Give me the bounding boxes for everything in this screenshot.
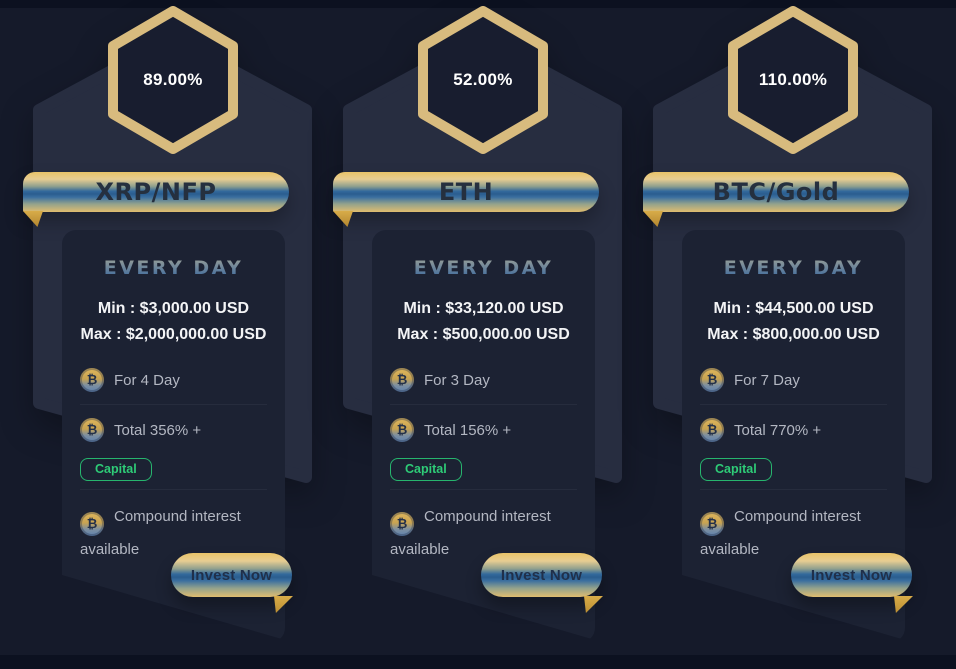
compound-interest-row: ₿ Compound interest available xyxy=(700,503,887,564)
min-amount: Min : $44,500.00 USD xyxy=(713,300,874,317)
bitcoin-coin-icon: ₿ xyxy=(700,368,724,392)
divider xyxy=(700,404,887,405)
total-return-text: Total 770% + xyxy=(734,421,822,439)
compound-interest-row: ₿ Compound interest available xyxy=(390,503,577,564)
bitcoin-coin-icon: ₿ xyxy=(390,418,414,442)
bitcoin-coin-icon: ₿ xyxy=(700,512,724,536)
total-return-row: ₿ Total 770% + xyxy=(700,418,887,442)
max-amount: Max : $500,000.00 USD xyxy=(397,326,570,343)
rate-value: 52.00% xyxy=(453,70,513,89)
plan-title: ETH xyxy=(438,178,494,206)
bitcoin-coin-icon: ₿ xyxy=(700,418,724,442)
bitcoin-coin-icon: ₿ xyxy=(390,368,414,392)
compound-interest-row: ₿ Compound interest available xyxy=(80,503,267,564)
total-return-text: Total 356% + xyxy=(114,421,202,439)
min-max-amounts: Min : $44,500.00 USD Max : $800,000.00 U… xyxy=(700,296,887,348)
plan-title: XRP/NFP xyxy=(95,178,217,206)
plan-title-ribbon: BTC/Gold xyxy=(643,172,909,212)
max-amount: Max : $2,000,000.00 USD xyxy=(80,326,267,343)
divider xyxy=(700,489,887,490)
rate-hexagon-badge xyxy=(108,6,238,154)
total-return-text: Total 156% + xyxy=(424,421,512,439)
schedule-label: EVERY DAY xyxy=(390,256,577,280)
min-max-amounts: Min : $33,120.00 USD Max : $500,000.00 U… xyxy=(390,296,577,348)
plan-title-ribbon: XRP/NFP xyxy=(23,172,289,212)
rate-value: 89.00% xyxy=(143,70,203,89)
compound-interest-text: Compound interest available xyxy=(80,508,241,558)
compound-interest-text: Compound interest available xyxy=(390,508,551,558)
schedule-label: EVERY DAY xyxy=(80,256,267,280)
plan-card: 110.00% BTC/Gold EVERY DAY Min : $44,500… xyxy=(643,0,933,669)
duration-row: ₿ For 3 Day xyxy=(390,368,577,392)
plan-card: 89.00% XRP/NFP EVERY DAY Min : $3,000.00… xyxy=(23,0,313,669)
rate-hexagon-badge xyxy=(728,6,858,154)
invest-now-button[interactable]: Invest Now xyxy=(171,553,292,597)
capital-badge: Capital xyxy=(390,458,462,481)
min-amount: Min : $3,000.00 USD xyxy=(97,300,250,317)
invest-now-button[interactable]: Invest Now xyxy=(481,553,602,597)
capital-badge: Capital xyxy=(700,458,772,481)
plan-title-ribbon: ETH xyxy=(333,172,599,212)
schedule-label: EVERY DAY xyxy=(700,256,887,280)
divider xyxy=(80,489,267,490)
divider xyxy=(390,489,577,490)
rate-value: 110.00% xyxy=(758,70,828,89)
compound-interest-text: Compound interest available xyxy=(700,508,861,558)
divider xyxy=(390,404,577,405)
max-amount: Max : $800,000.00 USD xyxy=(707,326,880,343)
min-amount: Min : $33,120.00 USD xyxy=(403,300,564,317)
capital-badge: Capital xyxy=(80,458,152,481)
duration-text: For 7 Day xyxy=(734,371,800,389)
plan-card: 52.00% ETH EVERY DAY Min : $33,120.00 US… xyxy=(333,0,623,669)
total-return-row: ₿ Total 356% + xyxy=(80,418,267,442)
invest-now-button[interactable]: Invest Now xyxy=(791,553,912,597)
duration-row: ₿ For 7 Day xyxy=(700,368,887,392)
divider xyxy=(80,404,267,405)
plan-title: BTC/Gold xyxy=(712,178,840,206)
min-max-amounts: Min : $3,000.00 USD Max : $2,000,000.00 … xyxy=(80,296,267,348)
top-edge-band xyxy=(0,0,956,8)
rate-hexagon-badge xyxy=(418,6,548,154)
duration-row: ₿ For 4 Day xyxy=(80,368,267,392)
duration-text: For 3 Day xyxy=(424,371,490,389)
bitcoin-coin-icon: ₿ xyxy=(80,512,104,536)
total-return-row: ₿ Total 156% + xyxy=(390,418,577,442)
bitcoin-coin-icon: ₿ xyxy=(80,368,104,392)
duration-text: For 4 Day xyxy=(114,371,180,389)
bitcoin-coin-icon: ₿ xyxy=(80,418,104,442)
bottom-edge-band xyxy=(0,655,956,669)
bitcoin-coin-icon: ₿ xyxy=(390,512,414,536)
